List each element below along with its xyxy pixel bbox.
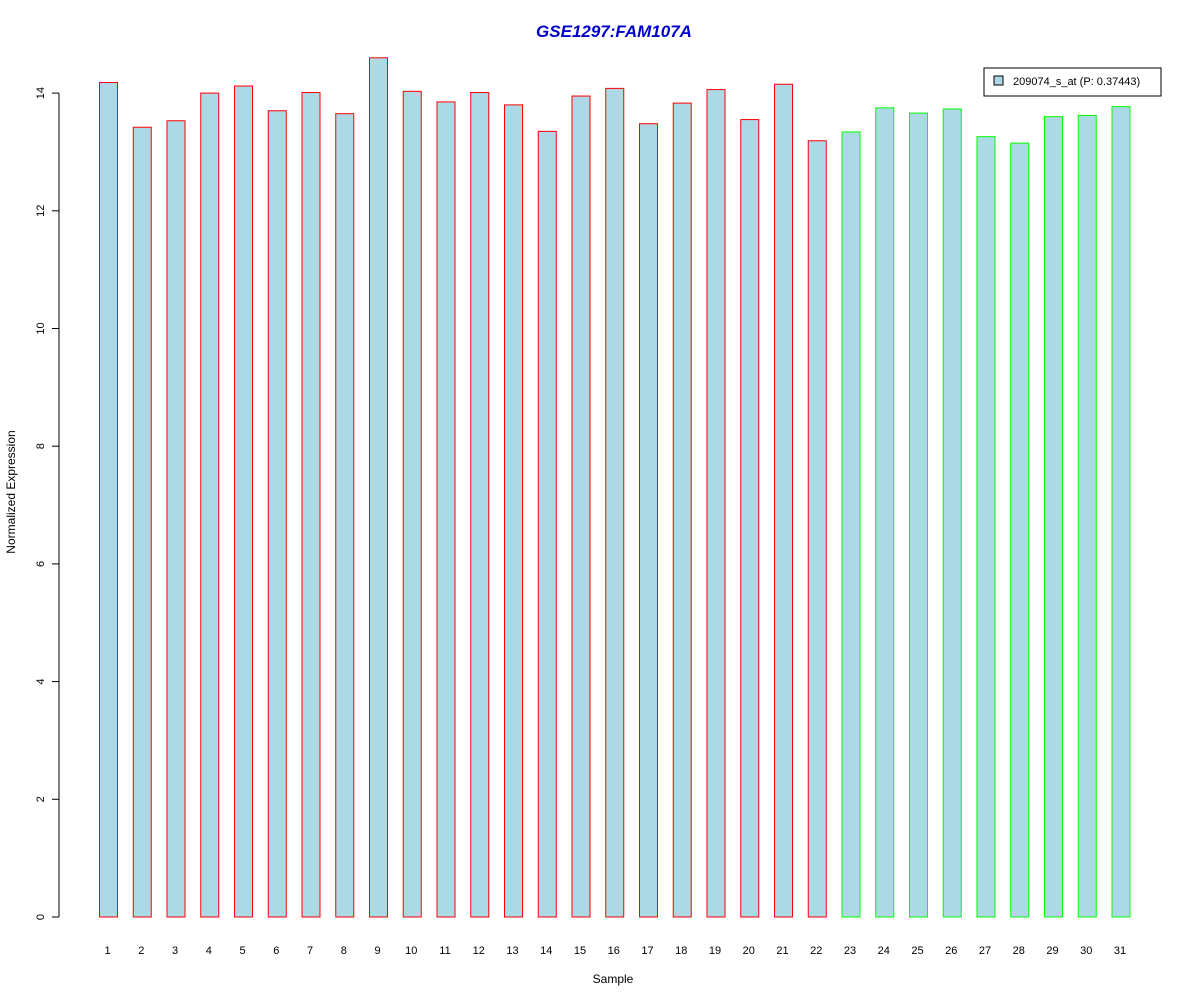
x-tick-label: 18 [675, 945, 687, 957]
bar-sample-11 [436, 101, 456, 918]
bar-sample-30 [1077, 114, 1097, 918]
bar-sample-25 [909, 112, 928, 918]
bar-sample-18 [672, 102, 692, 918]
bar-sample-13 [504, 104, 523, 918]
x-tick-label: 29 [1046, 945, 1058, 957]
y-tick-label: 6 [35, 561, 47, 567]
bar-sample-16 [605, 87, 625, 918]
bar-sample-28 [1010, 142, 1030, 918]
x-tick-label: 16 [608, 945, 620, 957]
bar-sample-5 [234, 85, 253, 918]
bar-sample-31 [1111, 106, 1131, 918]
bar-sample-23 [841, 131, 861, 918]
x-tick-label: 22 [810, 945, 822, 957]
legend-box [983, 67, 1162, 97]
x-tick-label: 6 [273, 945, 279, 957]
x-tick-label: 10 [405, 945, 417, 957]
bar-sample-12 [470, 92, 490, 918]
bar-sample-7 [301, 92, 321, 918]
x-tick-label: 12 [473, 945, 485, 957]
x-tick-label: 2 [138, 945, 144, 957]
bar-sample-21 [774, 83, 793, 918]
bar-sample-26 [942, 108, 962, 918]
x-tick-label: 11 [439, 945, 450, 957]
x-tick-label: 4 [206, 945, 212, 957]
bar-sample-6 [267, 110, 287, 918]
x-tick-label: 14 [540, 945, 552, 957]
x-tick-label: 3 [172, 945, 178, 957]
bar-sample-29 [1044, 116, 1063, 918]
bar-sample-15 [571, 95, 591, 918]
x-tick-label: 24 [878, 945, 890, 957]
bar-sample-14 [537, 130, 557, 918]
x-tick-label: 23 [844, 945, 856, 957]
bar-sample-2 [132, 126, 152, 918]
bar-sample-24 [875, 107, 895, 918]
bar-sample-20 [740, 119, 760, 918]
x-tick-label: 9 [374, 945, 380, 957]
x-tick-label: 31 [1114, 945, 1126, 957]
y-tick-label: 12 [35, 205, 47, 217]
x-tick-labels: 1 2 3 4 5 6 7 8 9 10 11 12 13 14 15 16 17 18 19 20 21 22 23 24 2… [104, 945, 1126, 957]
x-tick-label: 19 [709, 945, 721, 957]
legend-label: 209074_s_at (P: 0.37443) [1013, 76, 1140, 88]
chart-title: GSE1297:FAM107A [536, 22, 692, 41]
y-axis: 0 2 4 6 8 10 12 14 [35, 87, 60, 920]
x-tick-label: 25 [911, 945, 923, 957]
y-tick-label: 4 [35, 679, 47, 685]
x-tick-label: 30 [1080, 945, 1092, 957]
y-tick-label: 14 [35, 87, 47, 99]
bar-sample-19 [706, 89, 726, 918]
bar-sample-17 [639, 123, 658, 918]
x-tick-label: 21 [776, 945, 788, 957]
x-tick-label: 26 [945, 945, 957, 957]
bar-sample-4 [200, 92, 220, 918]
x-axis-label: Sample [593, 972, 634, 986]
bars [99, 57, 1131, 918]
legend: 209074_s_at (P: 0.37443) [983, 67, 1162, 97]
x-tick-label: 17 [641, 945, 653, 957]
x-tick-label: 1 [104, 945, 110, 957]
y-tick-label: 0 [35, 914, 47, 920]
x-tick-label: 7 [307, 945, 313, 957]
y-tick-label: 10 [35, 322, 47, 334]
x-tick-label: 8 [341, 945, 347, 957]
y-axis-label: Normalized Expression [4, 430, 18, 553]
bar-sample-10 [402, 90, 422, 918]
bar-sample-22 [807, 140, 827, 918]
y-tick-label: 8 [35, 443, 47, 449]
bar-sample-8 [335, 113, 355, 918]
x-tick-label: 5 [239, 945, 245, 957]
x-tick-label: 13 [506, 945, 518, 957]
x-tick-label: 15 [574, 945, 586, 957]
x-tick-label: 28 [1013, 945, 1025, 957]
legend-swatch [993, 75, 1004, 86]
x-tick-label: 20 [743, 945, 755, 957]
bar-sample-3 [166, 120, 186, 918]
bar-sample-9 [369, 57, 388, 918]
bar-sample-27 [976, 136, 996, 918]
y-tick-label: 2 [35, 796, 47, 802]
bar-sample-1 [99, 82, 118, 918]
x-tick-label: 27 [979, 945, 991, 957]
